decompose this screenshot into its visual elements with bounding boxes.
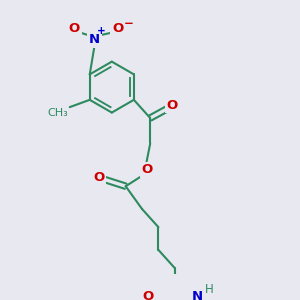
Text: CH₃: CH₃ xyxy=(47,108,68,118)
Text: O: O xyxy=(94,171,105,184)
Text: O: O xyxy=(112,22,124,35)
Text: −: − xyxy=(124,17,134,30)
Text: N: N xyxy=(89,33,100,46)
Text: H: H xyxy=(205,284,214,296)
Text: O: O xyxy=(141,164,152,176)
Text: O: O xyxy=(69,22,80,35)
Text: N: N xyxy=(192,290,203,300)
Text: +: + xyxy=(97,26,106,36)
Text: O: O xyxy=(167,99,178,112)
Text: O: O xyxy=(143,290,154,300)
